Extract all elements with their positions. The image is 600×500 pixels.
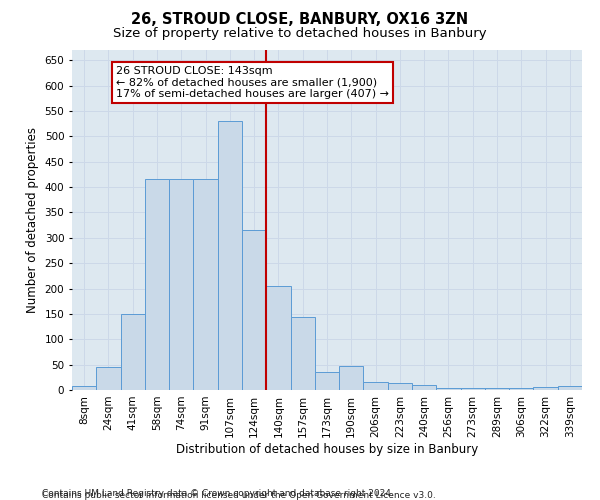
Bar (509, 388, 533, 390)
Bar (388, 383, 412, 390)
Bar (72, 386, 96, 390)
Bar (436, 388, 461, 390)
Bar (96, 367, 121, 390)
Bar (533, 388, 558, 390)
Text: 26 STROUD CLOSE: 143sqm
← 82% of detached houses are smaller (1,900)
17% of semi: 26 STROUD CLOSE: 143sqm ← 82% of detache… (116, 66, 389, 100)
Bar (193, 180, 218, 390)
X-axis label: Distribution of detached houses by size in Banbury: Distribution of detached houses by size … (176, 442, 478, 456)
Bar (290, 318, 315, 390)
Y-axis label: Number of detached properties: Number of detached properties (26, 127, 39, 313)
Text: Contains public sector information licensed under the Open Government Licence v3: Contains public sector information licen… (42, 491, 436, 500)
Bar (485, 388, 509, 390)
Bar (412, 385, 436, 390)
Bar (145, 180, 169, 390)
Bar (339, 366, 364, 390)
Bar (558, 386, 582, 390)
Text: Contains HM Land Registry data © Crown copyright and database right 2024.: Contains HM Land Registry data © Crown c… (42, 488, 394, 498)
Text: 26, STROUD CLOSE, BANBURY, OX16 3ZN: 26, STROUD CLOSE, BANBURY, OX16 3ZN (131, 12, 469, 28)
Bar (242, 230, 266, 390)
Bar (315, 372, 339, 390)
Bar (169, 180, 193, 390)
Bar (218, 121, 242, 390)
Bar (121, 314, 145, 390)
Bar (266, 286, 290, 390)
Bar (461, 388, 485, 390)
Text: Size of property relative to detached houses in Banbury: Size of property relative to detached ho… (113, 28, 487, 40)
Bar (364, 382, 388, 390)
